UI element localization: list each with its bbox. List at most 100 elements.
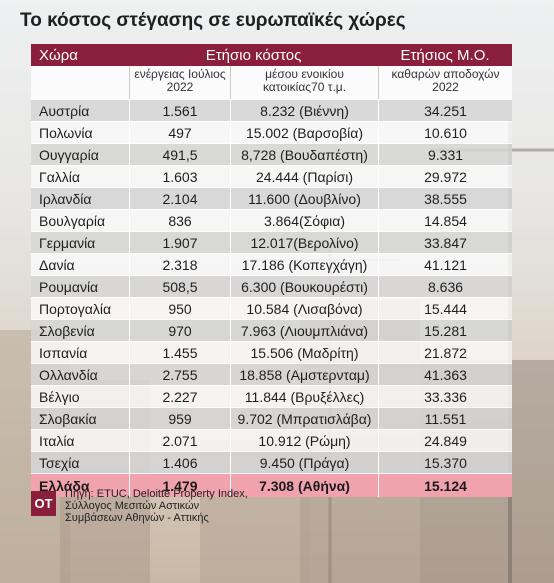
- cell-net-pay: 15.124: [378, 473, 513, 497]
- cell-rent: 7.963 (Λιουμπλιάνα): [230, 319, 379, 341]
- cell-energy: 836: [129, 209, 230, 231]
- source-line: Πηγή: ETUC, Deloitte Property Index,: [65, 488, 248, 500]
- cell-energy: 1.603: [129, 165, 230, 187]
- cell-rent: 15.506 (Μαδρίτη): [230, 341, 379, 363]
- cell-net-pay: 10.610: [378, 121, 513, 143]
- cell-net-pay: 41.363: [378, 363, 513, 385]
- cell-energy: 970: [129, 319, 230, 341]
- cell-rent: 8,728 (Βουδαπέστη): [230, 143, 379, 165]
- cell-energy: 497: [129, 121, 230, 143]
- cell-energy: 2.071: [129, 429, 230, 451]
- source-line: Σύλλογος Μεσιτών Αστικών: [65, 500, 200, 512]
- cell-country: Ιρλανδία: [31, 187, 129, 209]
- table-row: Σλοβακία 959 9.702 (Μπρατισλάβα) 11.551: [31, 407, 513, 429]
- table-row: Τσεχία 1.406 9.450 (Πράγα) 15.370: [31, 451, 513, 473]
- cell-energy: 2.318: [129, 253, 230, 275]
- source-line: Συμβάσεων Αθηνών - Αττικής: [65, 512, 209, 524]
- table-row: Σλοβενία 970 7.963 (Λιουμπλιάνα) 15.281: [31, 319, 513, 341]
- subheader-rent: μέσου ενοικίου κατοικίας70 τ.μ.: [230, 66, 379, 99]
- table-row: Αυστρία 1.561 8.232 (Βιέννη) 34.251: [31, 99, 513, 121]
- cell-net-pay: 15.370: [378, 451, 513, 473]
- cell-rent: 9.450 (Πράγα): [230, 451, 379, 473]
- cell-net-pay: 9.331: [378, 143, 513, 165]
- cell-net-pay: 15.281: [378, 319, 513, 341]
- cell-rent: 8.232 (Βιέννη): [230, 99, 379, 121]
- cell-rent: 7.308 (Αθήνα): [230, 473, 379, 497]
- cell-country: Ουγγαρία: [31, 143, 129, 165]
- cell-net-pay: 8.636: [378, 275, 513, 297]
- cell-country: Ισπανία: [31, 341, 129, 363]
- cell-rent: 11.844 (Βρυξέλλες): [230, 385, 379, 407]
- table-row-greece-highlight: Ελλάδα 1.479 7.308 (Αθήνα) 15.124: [31, 473, 513, 497]
- cell-rent: 3.864(Σόφια): [230, 209, 379, 231]
- table-row: Βουλγαρία 836 3.864(Σόφια) 14.854: [31, 209, 513, 231]
- cell-energy: 1.479: [129, 473, 230, 497]
- cell-rent: 17.186 (Κοπεγχάγη): [230, 253, 379, 275]
- table-row: Ολλανδία 2.755 18.858 (Αμστερνταμ) 41.363: [31, 363, 513, 385]
- cell-energy: 491,5: [129, 143, 230, 165]
- cell-energy: 1.907: [129, 231, 230, 253]
- source-text: Πηγή: ETUC, Deloitte Property Index, Σύλ…: [65, 488, 248, 524]
- cell-country: Ρουμανία: [31, 275, 129, 297]
- subheader-energy: ενέργειας Ιούλιος 2022: [129, 66, 230, 99]
- table-row: Ουγγαρία 491,5 8,728 (Βουδαπέστη) 9.331: [31, 143, 513, 165]
- cell-country: Γαλλία: [31, 165, 129, 187]
- cell-country: Σλοβενία: [31, 319, 129, 341]
- subheader-empty: [31, 66, 129, 99]
- header-country: Χώρα: [31, 44, 129, 66]
- cell-energy: 508,5: [129, 275, 230, 297]
- table-row: Ιρλανδία 2.104 11.600 (Δουβλίνο) 38.555: [31, 187, 513, 209]
- cell-country: Πολωνία: [31, 121, 129, 143]
- table-row: Βέλγιο 2.227 11.844 (Βρυξέλλες) 33.336: [31, 385, 513, 407]
- cell-country: Ιταλία: [31, 429, 129, 451]
- table-row: Ιταλία 2.071 10.912 (Ρώμη) 24.849: [31, 429, 513, 451]
- cell-net-pay: 33.336: [378, 385, 513, 407]
- cell-net-pay: 34.251: [378, 99, 513, 121]
- cell-net-pay: 38.555: [378, 187, 513, 209]
- table-row: Πολωνία 497 15.002 (Βαρσοβία) 10.610: [31, 121, 513, 143]
- cell-energy: 950: [129, 297, 230, 319]
- cell-country: Τσεχία: [31, 451, 129, 473]
- cell-rent: 12.017(Βερολίνο): [230, 231, 379, 253]
- cell-energy: 2.755: [129, 363, 230, 385]
- cell-country: Αυστρία: [31, 99, 129, 121]
- table-row: Γαλλία 1.603 24.444 (Παρίσι) 29.972: [31, 165, 513, 187]
- table-row: Πορτογαλία 950 10.584 (Λισαβόνα) 15.444: [31, 297, 513, 319]
- cell-energy: 959: [129, 407, 230, 429]
- cell-country: Βουλγαρία: [31, 209, 129, 231]
- cell-net-pay: 21.872: [378, 341, 513, 363]
- cell-net-pay: 24.849: [378, 429, 513, 451]
- source-note: OT Πηγή: ETUC, Deloitte Property Index, …: [31, 488, 248, 524]
- cell-country: Πορτογαλία: [31, 297, 129, 319]
- cell-energy: 1.455: [129, 341, 230, 363]
- cell-net-pay: 15.444: [378, 297, 513, 319]
- cell-net-pay: 33.847: [378, 231, 513, 253]
- cell-rent: 9.702 (Μπρατισλάβα): [230, 407, 379, 429]
- table-row: Ισπανία 1.455 15.506 (Μαδρίτη) 21.872: [31, 341, 513, 363]
- cell-country: Γερμανία: [31, 231, 129, 253]
- cell-country: Ολλανδία: [31, 363, 129, 385]
- table-row: Ρουμανία 508,5 6.300 (Βουκουρέστι) 8.636: [31, 275, 513, 297]
- cell-country: Βέλγιο: [31, 385, 129, 407]
- page-title: Το κόστος στέγασης σε ευρωπαϊκές χώρες: [20, 10, 406, 31]
- cell-net-pay: 41.121: [378, 253, 513, 275]
- ot-logo: OT: [31, 491, 56, 516]
- cell-rent: 10.912 (Ρώμη): [230, 429, 379, 451]
- cell-net-pay: 29.972: [378, 165, 513, 187]
- subheader-net-pay: καθαρών αποδοχών 2022: [378, 66, 513, 99]
- cell-energy: 1.561: [129, 99, 230, 121]
- cell-net-pay: 14.854: [378, 209, 513, 231]
- cell-energy: 2.104: [129, 187, 230, 209]
- housing-cost-table: Χώρα Ετήσιο κόστος Ετήσιος Μ.Ο. ενέργεια…: [31, 44, 513, 497]
- cell-country: Σλοβακία: [31, 407, 129, 429]
- table-row: Δανία 2.318 17.186 (Κοπεγχάγη) 41.121: [31, 253, 513, 275]
- header-annual-average: Ετήσιος Μ.Ο.: [378, 44, 513, 66]
- cell-net-pay: 11.551: [378, 407, 513, 429]
- cell-rent: 10.584 (Λισαβόνα): [230, 297, 379, 319]
- cell-rent: 6.300 (Βουκουρέστι): [230, 275, 379, 297]
- cell-rent: 11.600 (Δουβλίνο): [230, 187, 379, 209]
- cell-energy: 1.406: [129, 451, 230, 473]
- cell-energy: 2.227: [129, 385, 230, 407]
- cell-rent: 15.002 (Βαρσοβία): [230, 121, 379, 143]
- cell-rent: 24.444 (Παρίσι): [230, 165, 379, 187]
